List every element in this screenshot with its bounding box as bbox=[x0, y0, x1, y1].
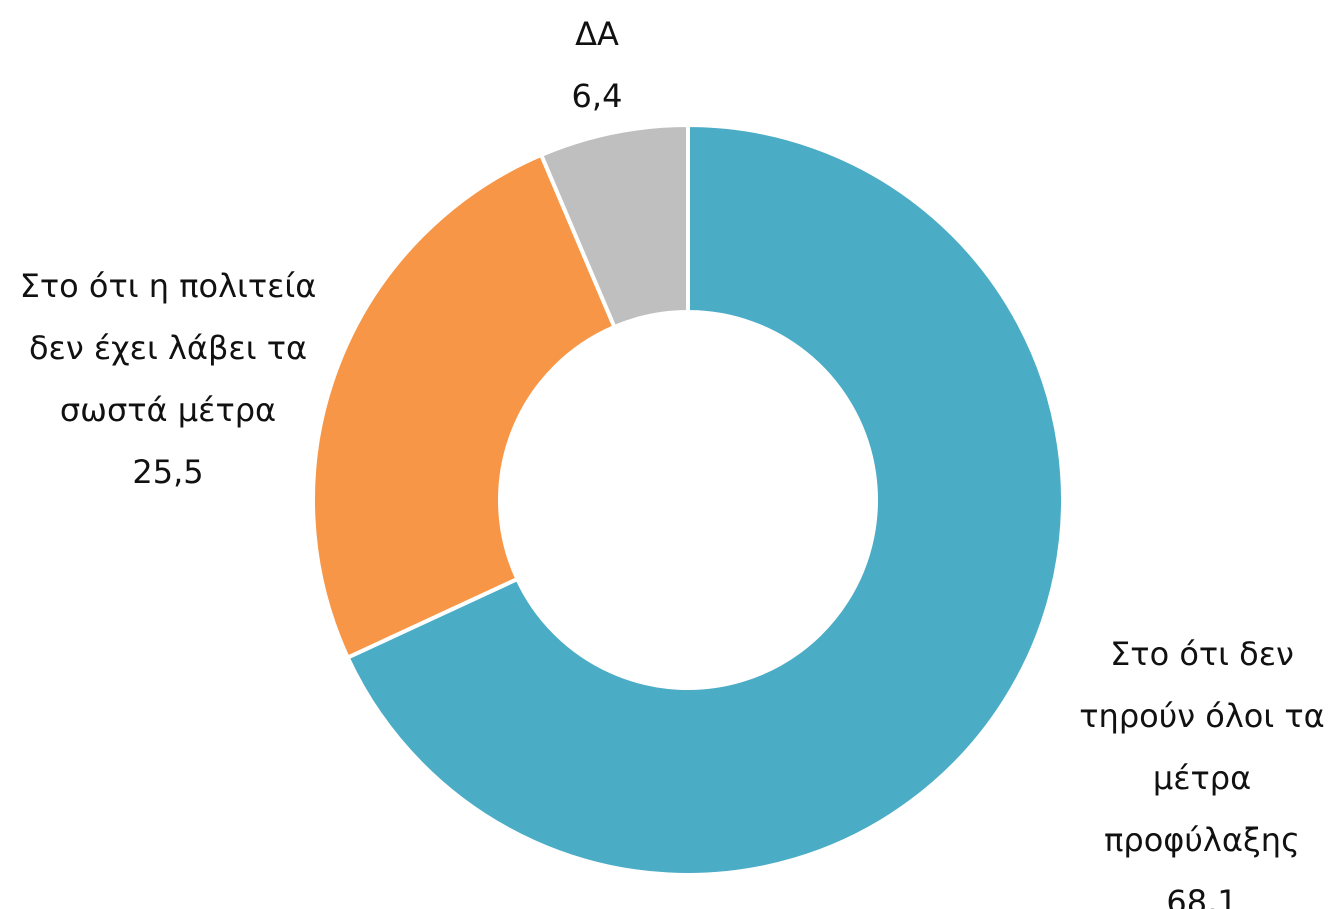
slice-label-line-1-2: τηρούν όλοι τα bbox=[1079, 697, 1324, 735]
donut-slice-3 bbox=[538, 122, 690, 330]
donut-slice-2 bbox=[311, 152, 618, 661]
slice-label-line-2-3: σωστά μέτρα bbox=[60, 391, 276, 429]
slice-label-3: ΔΑ 6,4 bbox=[572, 15, 623, 115]
donut-labels: Στο ότι δεν τηρούν όλοι τα μέτρα προφύλαξης… bbox=[20, 15, 1325, 909]
slice-label-line-1-4: προφύλαξης bbox=[1104, 821, 1300, 859]
slice-label-line-3-1: ΔΑ bbox=[575, 15, 619, 53]
slice-label-2: Στο ότι η πολιτεία δεν έχει λάβει τα σωστά… bbox=[20, 267, 317, 491]
slice-value-1: 68,1 bbox=[1166, 883, 1237, 909]
donut-slice-1 bbox=[345, 122, 1065, 877]
slice-value-3: 6,4 bbox=[572, 77, 623, 115]
donut-slices bbox=[311, 122, 1065, 877]
slice-label-line-2-2: δεν έχει λάβει τα bbox=[29, 329, 307, 367]
slice-label-1: Στο ότι δεν τηρούν όλοι τα μέτρα προφύλαξης… bbox=[1079, 635, 1324, 909]
slice-label-line-2-1: Στο ότι η πολιτεία bbox=[20, 267, 317, 305]
slice-label-line-1-3: μέτρα bbox=[1153, 759, 1251, 797]
slice-label-line-1-1: Στο ότι δεν bbox=[1110, 635, 1294, 673]
slice-value-2: 25,5 bbox=[132, 453, 203, 491]
